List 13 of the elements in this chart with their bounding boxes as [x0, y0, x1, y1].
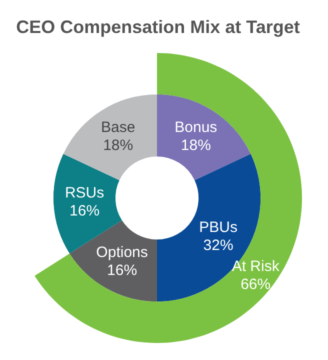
data-label: 32% [203, 237, 234, 254]
slice-label: Base [101, 118, 136, 136]
data-label: 18% [180, 136, 211, 154]
chart-title: CEO Compensation Mix at Target [15, 16, 301, 39]
data-label: 66% [240, 276, 271, 294]
slice-label: Bonus [174, 118, 218, 136]
data-label: 18% [103, 136, 134, 154]
data-label: 16% [70, 202, 100, 220]
slice-label: Options [96, 244, 148, 261]
slice-label: At Risk [232, 258, 280, 276]
data-label: 16% [107, 262, 138, 279]
slice-label: RSUs [64, 184, 104, 202]
slice-label: PBUs [199, 219, 238, 236]
